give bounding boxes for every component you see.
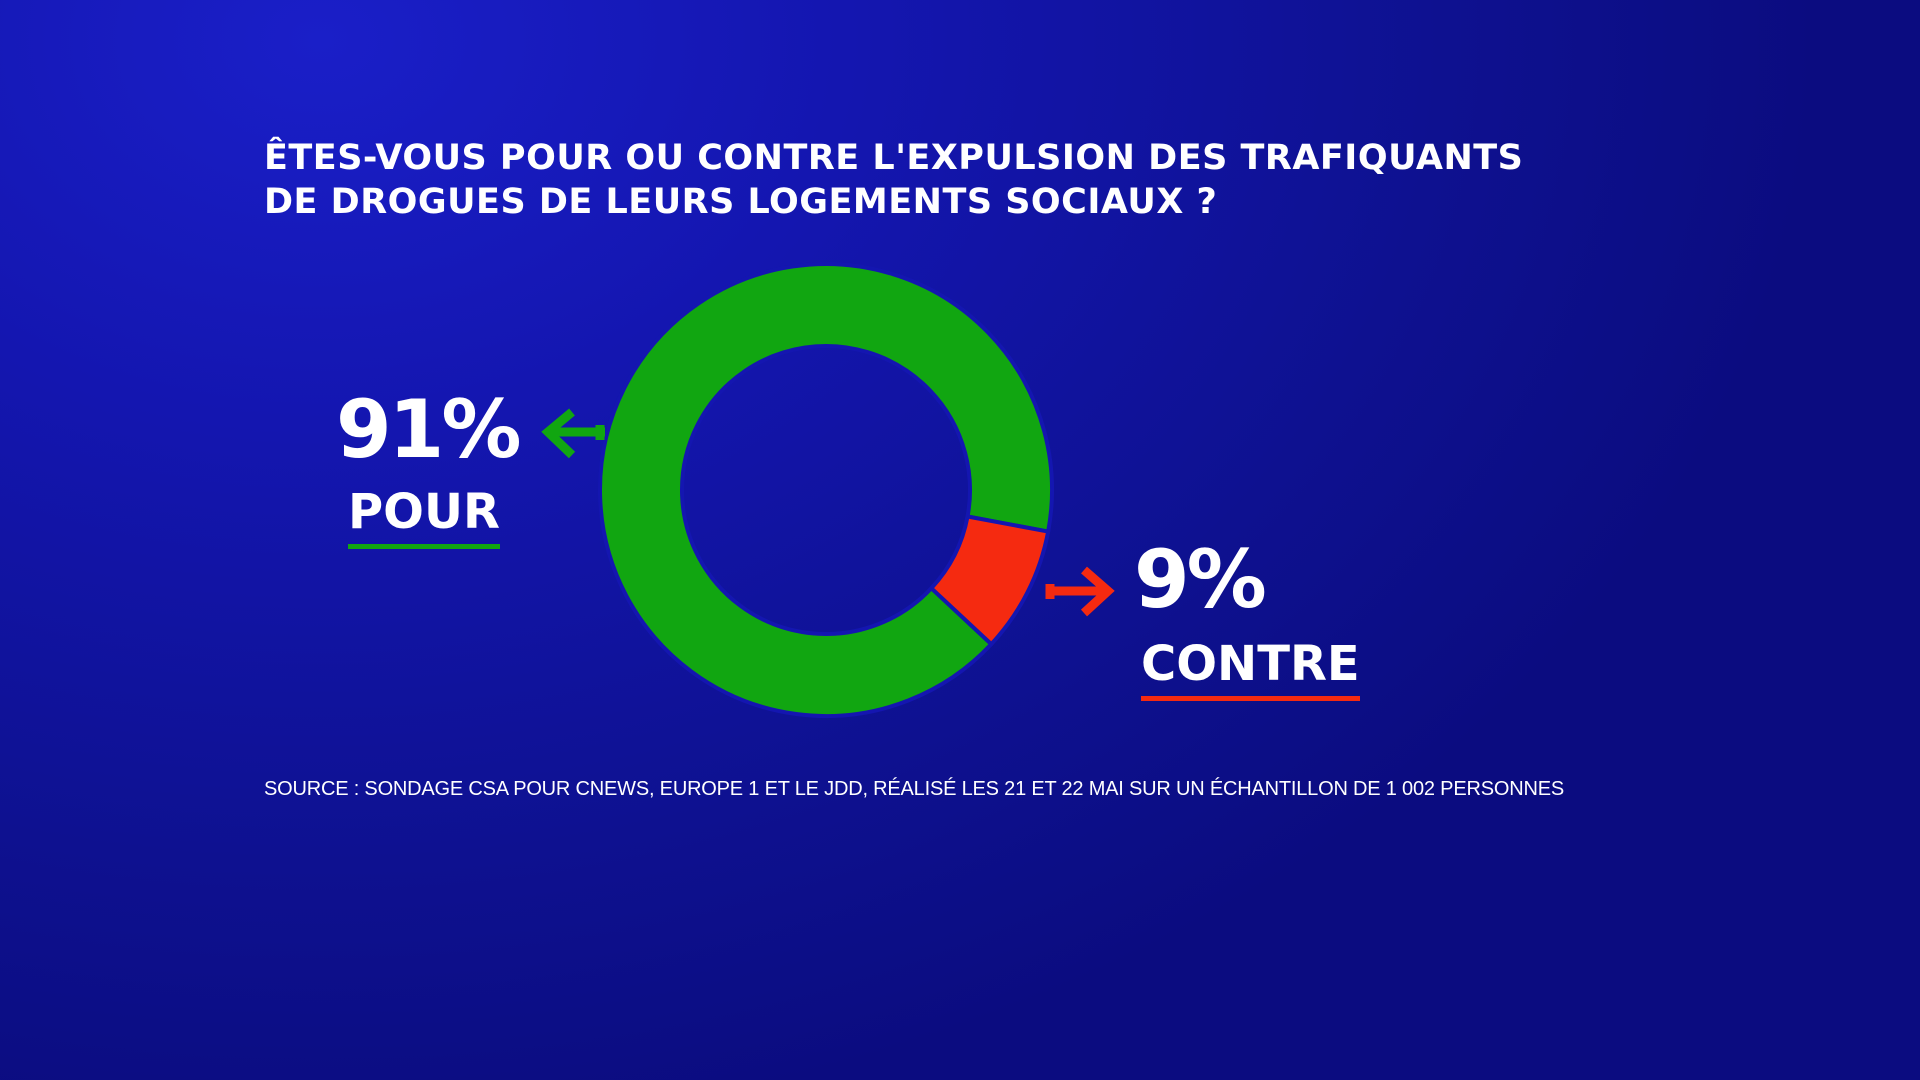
- donut-slice-pour: [598, 262, 1054, 719]
- title-line-1: ÊTES-VOUS POUR OU CONTRE L'EXPULSION DES…: [264, 138, 1524, 178]
- pour-category-label: POUR: [348, 488, 500, 549]
- donut-slices: [598, 262, 1054, 719]
- donut-slice-contre: [928, 514, 1051, 647]
- chart-title: ÊTES-VOUS POUR OU CONTRE L'EXPULSION DES…: [264, 136, 1564, 224]
- contre-arrow: [1050, 566, 1115, 617]
- contre-percentage-label: 9%: [1134, 533, 1267, 626]
- contre-category-label: CONTRE: [1141, 640, 1360, 701]
- source-note: SOURCE : SONDAGE CSA POUR CNEWS, EUROPE …: [264, 778, 1564, 800]
- title-line-2: DE DROGUES DE LEURS LOGEMENTS SOCIAUX ?: [264, 182, 1218, 222]
- leader-arrows: [541, 408, 1115, 617]
- pour-percentage-label: 91%: [336, 383, 521, 476]
